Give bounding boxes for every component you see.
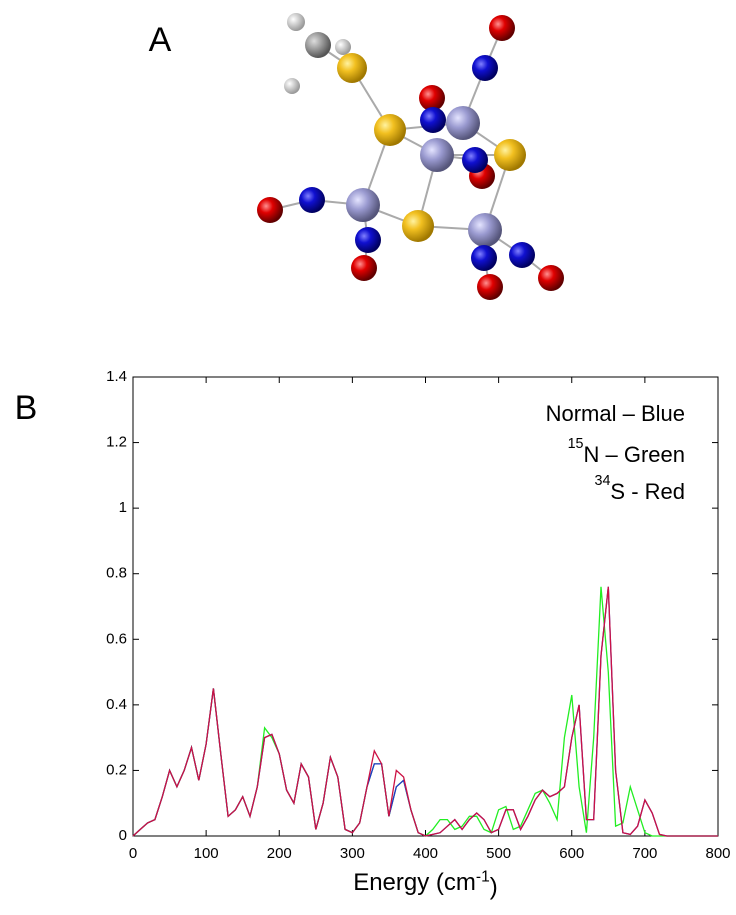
legend-entry: 15N – Green	[568, 436, 685, 467]
y-tick-label: 1	[119, 499, 127, 516]
y-tick-label: 1.2	[106, 434, 127, 451]
x-tick-label: 600	[559, 845, 584, 862]
x-tick-label: 200	[267, 845, 292, 862]
y-tick-label: 0.6	[106, 630, 127, 647]
y-tick-label: 0.2	[106, 761, 127, 778]
y-tick-label: 1.4	[106, 368, 127, 385]
x-tick-label: 800	[705, 845, 730, 862]
y-tick-label: 0.4	[106, 696, 127, 713]
x-tick-label: 0	[129, 845, 137, 862]
x-tick-label: 500	[486, 845, 511, 862]
x-tick-label: 100	[194, 845, 219, 862]
data-line	[133, 587, 718, 836]
data-line	[133, 587, 718, 836]
x-tick-label: 400	[413, 845, 438, 862]
legend-entry: Normal – Blue	[546, 401, 685, 426]
plot: 0 100 200 300 400 500 600 700 800 0 0.2 0.4 0.6 0.8 1 1…	[106, 368, 730, 901]
panel-label: A	[149, 21, 172, 59]
data-line	[133, 587, 718, 836]
y-tick-label: 0	[119, 827, 127, 844]
molecule	[257, 13, 564, 300]
legend-entry: 34S - Red	[595, 473, 686, 504]
x-tick-label: 700	[632, 845, 657, 862]
x-tick-label: 300	[340, 845, 365, 862]
panel-label: B	[15, 389, 38, 427]
figure: A B 010020030040050060070080000.20.40.60…	[0, 0, 736, 910]
y-tick-label: 0.8	[106, 565, 127, 582]
x-axis-label: Energy (cm-1)	[353, 868, 498, 900]
